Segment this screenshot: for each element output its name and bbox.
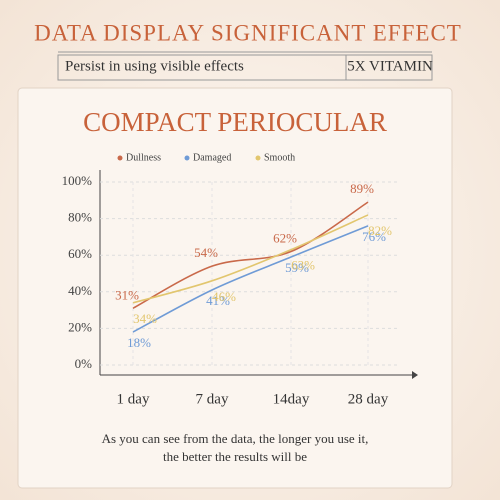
line <box>132 201 369 309</box>
legend-marker <box>184 155 190 161</box>
badge: 5X VITAMIN <box>347 58 433 74</box>
caption: As you can see from the data, the longer… <box>102 431 369 446</box>
legend-marker <box>117 155 123 161</box>
data-label: 46% <box>212 289 236 304</box>
legend-label: Damaged <box>193 152 231 163</box>
data-label: 82% <box>368 223 392 238</box>
y-tick-label: 40% <box>68 283 92 298</box>
x-tick-label: 1 day <box>117 391 150 407</box>
caption: the better the results will be <box>163 449 307 464</box>
data-label: 34% <box>133 311 157 326</box>
header-title: DATA DISPLAY SIGNIFICANT EFFECT <box>34 20 462 45</box>
legend-label: Smooth <box>264 152 295 163</box>
x-tick-label: 28 day <box>348 391 389 407</box>
data-label: 89% <box>350 181 374 196</box>
data-label: 18% <box>127 335 151 350</box>
data-label: 41% <box>206 293 230 308</box>
line <box>132 214 369 304</box>
data-label: 63% <box>291 258 315 273</box>
y-tick-label: 20% <box>68 319 92 334</box>
y-tick-label: 60% <box>68 246 92 261</box>
x-tick-label: 7 day <box>196 391 229 407</box>
data-label: 59% <box>285 260 309 275</box>
subtitle-box <box>57 54 433 81</box>
y-tick-label: 100% <box>62 173 93 188</box>
legend-label: Dullness <box>126 152 161 163</box>
axis-arrow <box>412 371 418 379</box>
header-subtitle: Persist in using visible effects <box>65 58 244 74</box>
data-label: 62% <box>273 231 297 246</box>
card <box>17 87 453 489</box>
y-tick-label: 0% <box>75 356 93 371</box>
data-label: 54% <box>194 245 218 260</box>
legend-marker <box>255 155 261 161</box>
x-tick-label: 14day <box>273 391 310 407</box>
line <box>132 225 369 333</box>
y-tick-label: 80% <box>68 210 92 225</box>
chart-title: COMPACT PERIOCULAR <box>83 107 387 137</box>
data-label: 76% <box>362 229 386 244</box>
data-label: 31% <box>115 287 139 302</box>
